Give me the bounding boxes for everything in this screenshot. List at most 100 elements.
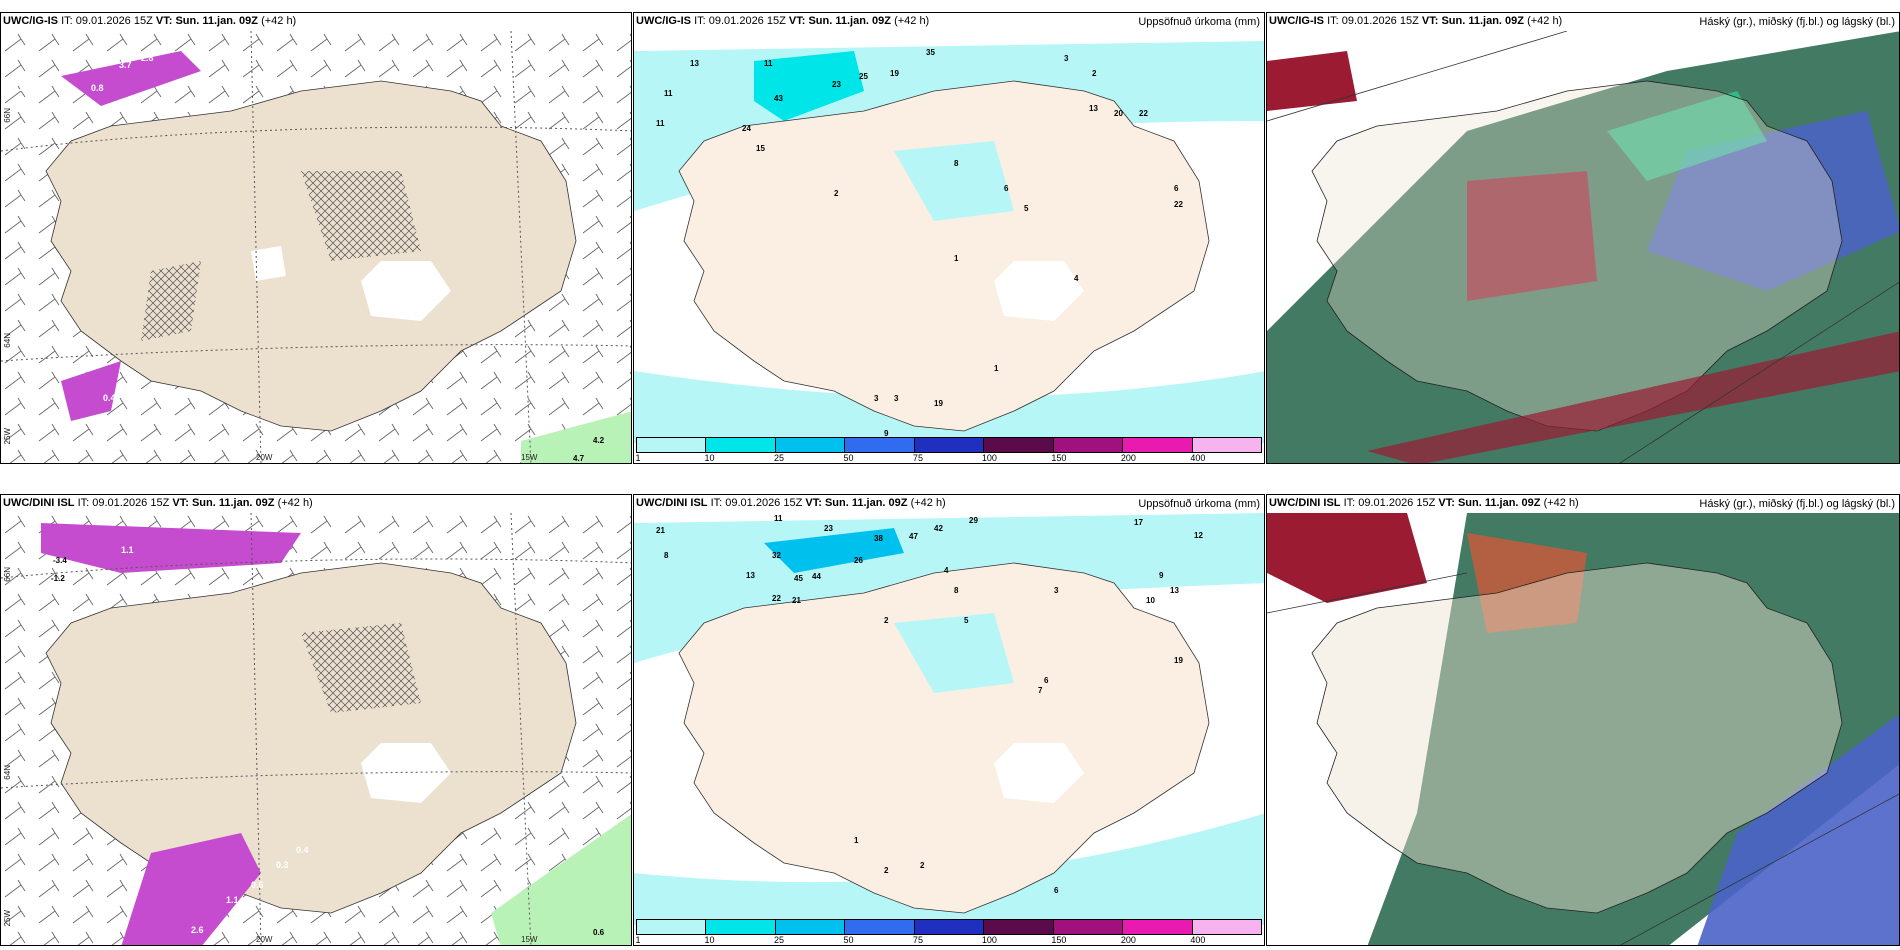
value-label: 2: [1092, 69, 1097, 78]
panel-title: UWC/DINI ISL IT: 09.01.2026 15Z VT: Sun.…: [3, 497, 313, 509]
value-label: 23: [832, 80, 841, 89]
value-label: 15: [756, 144, 765, 153]
lat-label-66: 66N: [3, 567, 12, 582]
colorbar-tick: 10: [704, 453, 715, 463]
panel-right-title: Uppsöfnuð úrkoma (mm): [1138, 498, 1260, 510]
value-label: 21: [792, 596, 801, 605]
value-label: 3: [1064, 54, 1069, 63]
lon-label-20: 20W: [256, 453, 273, 462]
value-label: 7: [1038, 686, 1043, 695]
value-label: 8: [954, 159, 959, 168]
value-label: 2.6: [191, 925, 204, 935]
colorbar-tick: 100: [981, 453, 997, 463]
value-label: 1.1: [226, 895, 239, 905]
map-panel-wind-top: UWC/IG-IS IT: 09.01.2026 15Z VT: Sun. 11…: [0, 12, 632, 464]
colorbar-tick: 150: [1051, 935, 1067, 945]
lat-label-66: 66N: [3, 108, 12, 123]
iceland-landmass: [45, 562, 577, 914]
colorbar-tick: 1: [635, 453, 641, 463]
cloud-map: [1267, 513, 1899, 945]
value-label: 45: [794, 574, 803, 583]
colorbar-tick: 200: [1120, 935, 1136, 945]
value-label: 24: [742, 124, 751, 133]
value-label: 8: [664, 551, 669, 560]
value-label: 3: [1054, 586, 1059, 595]
value-label: 19: [890, 69, 899, 78]
value-label: 29: [969, 516, 978, 525]
colorbar-tick: 50: [843, 453, 854, 463]
value-label: 43: [774, 94, 783, 103]
map-panel-cloud-bottom: UWC/DINI ISL IT: 09.01.2026 15Z VT: Sun.…: [1266, 494, 1900, 946]
value-label: 1.1: [121, 545, 134, 555]
value-label: 0.4: [296, 845, 309, 855]
value-label: 12: [1194, 531, 1203, 540]
colorbar-tick: 75: [912, 935, 923, 945]
value-label: 5: [964, 616, 969, 625]
value-label: 9: [1159, 571, 1164, 580]
value-label: 26: [854, 556, 863, 565]
value-label: 44: [812, 572, 821, 581]
panel-title: UWC/DINI ISL IT: 09.01.2026 15Z VT: Sun.…: [636, 497, 946, 509]
colorbar-tick: 400: [1190, 935, 1206, 945]
lat-label-64: 64N: [3, 333, 12, 348]
value-label: 6: [1044, 676, 1049, 685]
value-label: 3.7: [119, 60, 132, 70]
value-label: 19: [1174, 656, 1183, 665]
value-label: 0.3: [276, 860, 289, 870]
value-label: 1: [994, 364, 999, 373]
iceland-landmass: [678, 80, 1210, 432]
colorbar-cell: [845, 920, 915, 934]
precip-colorbar: 1 10 25 50 75 100 150 200 400: [634, 437, 1264, 463]
colorbar-tick: 75: [912, 453, 923, 463]
lon-label-20: 20W: [256, 935, 273, 944]
value-label: 38: [874, 534, 883, 543]
precip-cell-magenta: [61, 51, 201, 106]
value-label: 13: [746, 571, 755, 580]
panel-title: UWC/DINI ISL IT: 09.01.2026 15Z VT: Sun.…: [1269, 497, 1579, 509]
value-label: 22: [1174, 200, 1183, 209]
value-label: 4.2: [593, 436, 605, 445]
colorbar-cell: [1053, 438, 1124, 452]
colorbar-cell: [1123, 438, 1193, 452]
lon-label-25: 25W: [3, 910, 12, 927]
precip-colorbar: 1 10 25 50 75 100 150 200 400: [634, 919, 1264, 945]
wind-map: 2.0 0.8 3.7 2.8 0.4 4.2 4.7: [1, 31, 631, 463]
value-label: 35: [926, 48, 935, 57]
value-label: 20: [1114, 109, 1123, 118]
precip-map: 13 11 11 11 43 24 15 23 25 19 35 3 2 13 …: [634, 31, 1264, 443]
value-label: 11: [774, 514, 783, 523]
value-label: 19: [934, 399, 943, 408]
panel-right-title: Háský (gr.), miðský (fj.bl.) og lágský (…: [1699, 498, 1895, 510]
value-label: 6: [1004, 184, 1009, 193]
map-panel-precip-bottom: UWC/DINI ISL IT: 09.01.2026 15Z VT: Sun.…: [633, 494, 1265, 946]
precip-map: 21 8 11 23 38 47 42 29 17 12 32 13 45 44…: [634, 513, 1264, 925]
value-label: 2.0: [19, 83, 32, 93]
colorbar-cell: [775, 438, 846, 452]
colorbar-cell: [706, 920, 776, 934]
panel-right-title: Háský (gr.), miðský (fj.bl.) og lágský (…: [1699, 16, 1895, 28]
panel-title: UWC/IG-IS IT: 09.01.2026 15Z VT: Sun. 11…: [636, 15, 930, 27]
value-label: -3.4: [53, 556, 67, 565]
iceland-landmass: [1311, 562, 1843, 914]
value-label: 0.4: [103, 393, 116, 403]
value-label: 4: [944, 566, 949, 575]
value-label: 8: [954, 586, 959, 595]
lon-label-15: 15W: [521, 935, 538, 944]
value-label: 2: [884, 866, 889, 875]
value-label: 3: [874, 394, 879, 403]
colorbar-cell: [845, 438, 915, 452]
colorbar-cell: [706, 438, 776, 452]
colorbar-cell: [1053, 920, 1124, 934]
value-label: 4.7: [573, 454, 585, 463]
value-label: 22: [1139, 109, 1148, 118]
lon-label-25: 25W: [3, 428, 12, 445]
value-label: 2: [834, 189, 839, 198]
value-label: 32: [772, 551, 781, 560]
map-panel-precip-top: UWC/IG-IS IT: 09.01.2026 15Z VT: Sun. 11…: [633, 12, 1265, 464]
value-label: 10: [1146, 596, 1155, 605]
value-label: 3: [894, 394, 899, 403]
colorbar-cell: [984, 438, 1054, 452]
iceland-landmass: [678, 562, 1210, 914]
map-panel-wind-bottom: UWC/DINI ISL IT: 09.01.2026 15Z VT: Sun.…: [0, 494, 632, 946]
colorbar-cell: [1123, 920, 1193, 934]
